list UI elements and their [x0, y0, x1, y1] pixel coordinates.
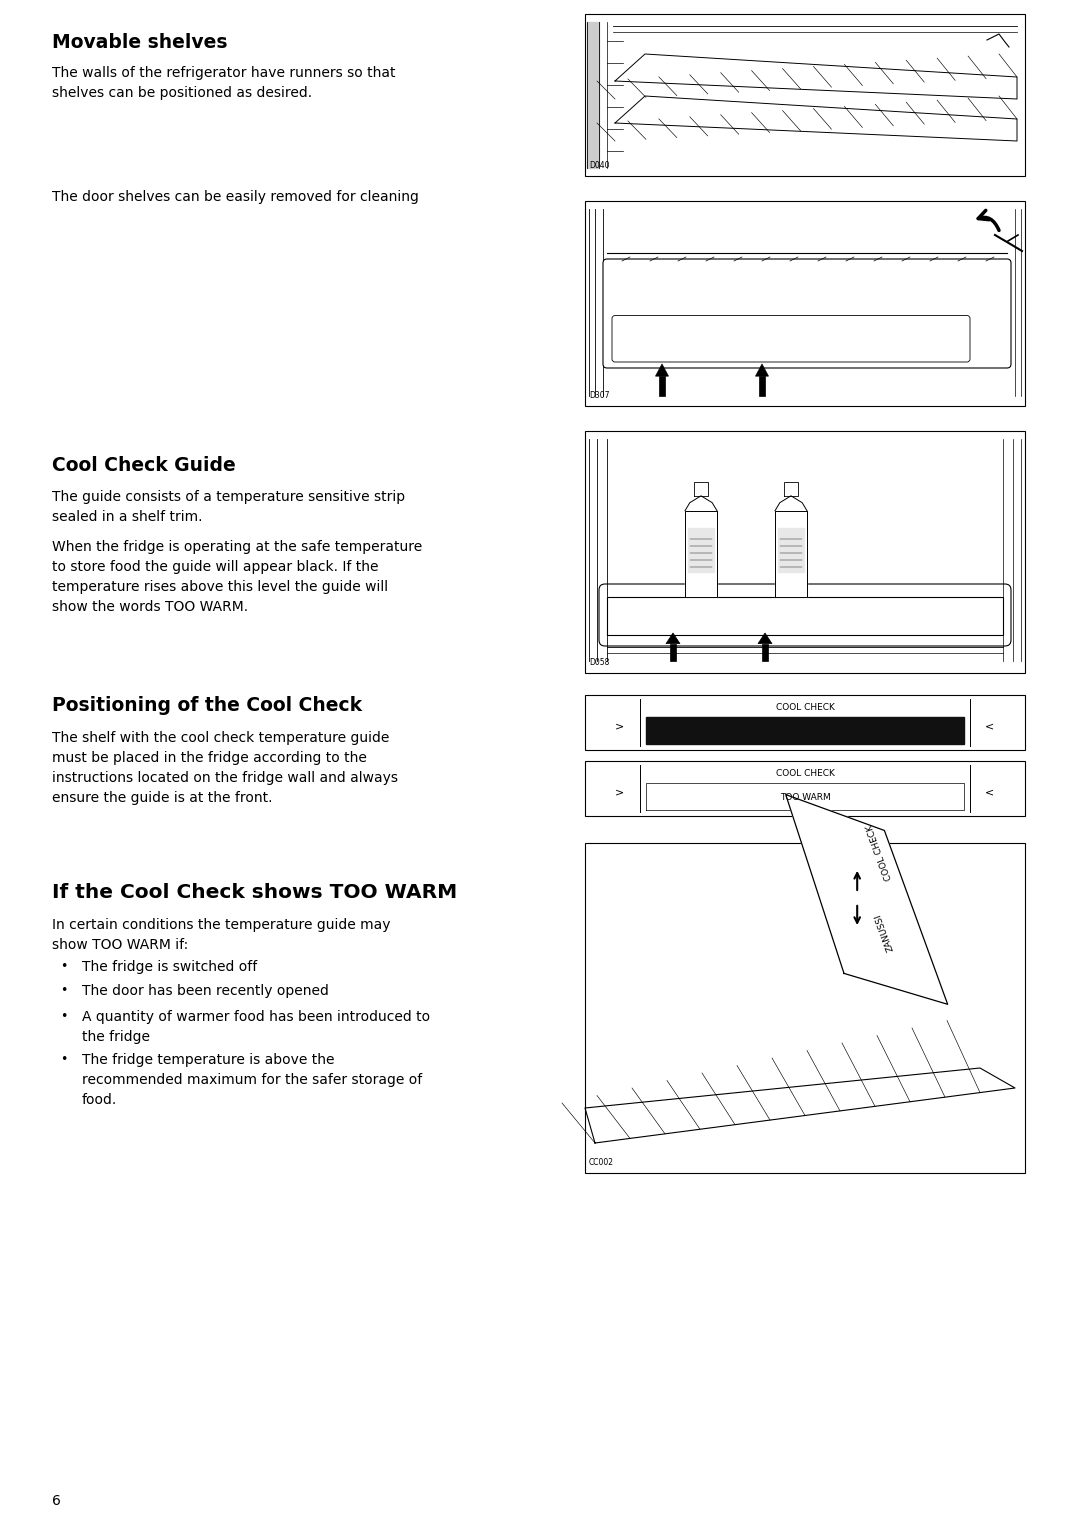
Text: The fridge is switched off: The fridge is switched off: [82, 960, 257, 973]
Polygon shape: [670, 643, 676, 662]
Polygon shape: [775, 510, 807, 597]
Text: •: •: [60, 960, 67, 973]
Text: >: >: [616, 788, 624, 798]
Polygon shape: [761, 643, 768, 662]
Text: If the Cool Check shows TOO WARM: If the Cool Check shows TOO WARM: [52, 883, 457, 902]
Text: COOL CHECK: COOL CHECK: [775, 769, 835, 778]
Bar: [585, 695, 1025, 750]
Polygon shape: [646, 717, 964, 744]
Text: >: >: [616, 721, 624, 732]
Polygon shape: [656, 364, 669, 376]
Text: •: •: [60, 1053, 67, 1067]
Polygon shape: [607, 439, 1003, 662]
Polygon shape: [778, 529, 804, 571]
Polygon shape: [607, 597, 1003, 636]
Bar: [585, 14, 1025, 176]
Polygon shape: [688, 529, 714, 571]
Text: D058: D058: [589, 659, 609, 668]
Polygon shape: [588, 209, 1023, 396]
Text: D040: D040: [589, 160, 609, 170]
Polygon shape: [694, 481, 708, 495]
Text: Cool Check Guide: Cool Check Guide: [52, 455, 235, 475]
Polygon shape: [759, 376, 765, 396]
Polygon shape: [585, 1068, 1015, 1143]
Bar: [585, 761, 1025, 816]
Text: The door shelves can be easily removed for cleaning: The door shelves can be easily removed f…: [52, 189, 419, 205]
Polygon shape: [666, 633, 680, 643]
Text: The walls of the refrigerator have runners so that
shelves can be positioned as : The walls of the refrigerator have runne…: [52, 66, 395, 99]
FancyBboxPatch shape: [612, 316, 970, 362]
Text: The shelf with the cool check temperature guide
must be placed in the fridge acc: The shelf with the cool check temperatur…: [52, 730, 399, 805]
Text: ZANUSSI: ZANUSSI: [874, 912, 895, 952]
Text: The door has been recently opened: The door has been recently opened: [82, 984, 329, 998]
Bar: [585, 431, 1025, 672]
Text: The guide consists of a temperature sensitive strip
sealed in a shelf trim.: The guide consists of a temperature sens…: [52, 490, 405, 524]
Text: <: <: [985, 788, 995, 798]
Text: D307: D307: [589, 391, 609, 400]
Polygon shape: [685, 510, 717, 597]
Text: COOL CHECK: COOL CHECK: [865, 822, 893, 882]
Polygon shape: [659, 376, 665, 396]
Text: <: <: [985, 721, 995, 732]
Bar: [585, 202, 1025, 406]
Polygon shape: [646, 782, 964, 810]
Text: When the fridge is operating at the safe temperature
to store food the guide wil: When the fridge is operating at the safe…: [52, 539, 422, 614]
Text: Positioning of the Cool Check: Positioning of the Cool Check: [52, 695, 362, 715]
Polygon shape: [784, 481, 798, 495]
Polygon shape: [615, 53, 1017, 99]
Polygon shape: [786, 795, 947, 1004]
Polygon shape: [615, 96, 1017, 141]
Bar: [585, 843, 1025, 1174]
Text: In certain conditions the temperature guide may
show TOO WARM if:: In certain conditions the temperature gu…: [52, 918, 391, 952]
Text: CC002: CC002: [589, 1158, 615, 1167]
Polygon shape: [758, 633, 772, 643]
Text: Movable shelves: Movable shelves: [52, 34, 228, 52]
Polygon shape: [756, 364, 769, 376]
Text: The fridge temperature is above the
recommended maximum for the safer storage of: The fridge temperature is above the reco…: [82, 1053, 422, 1108]
Text: 6: 6: [52, 1494, 60, 1508]
Polygon shape: [588, 21, 599, 168]
Text: TOO WARM: TOO WARM: [780, 793, 831, 802]
Text: COOL CHECK: COOL CHECK: [775, 703, 835, 712]
Text: A quantity of warmer food has been introduced to
the fridge: A quantity of warmer food has been intro…: [82, 1010, 430, 1044]
Text: •: •: [60, 1010, 67, 1024]
FancyBboxPatch shape: [603, 260, 1011, 368]
Text: •: •: [60, 984, 67, 996]
